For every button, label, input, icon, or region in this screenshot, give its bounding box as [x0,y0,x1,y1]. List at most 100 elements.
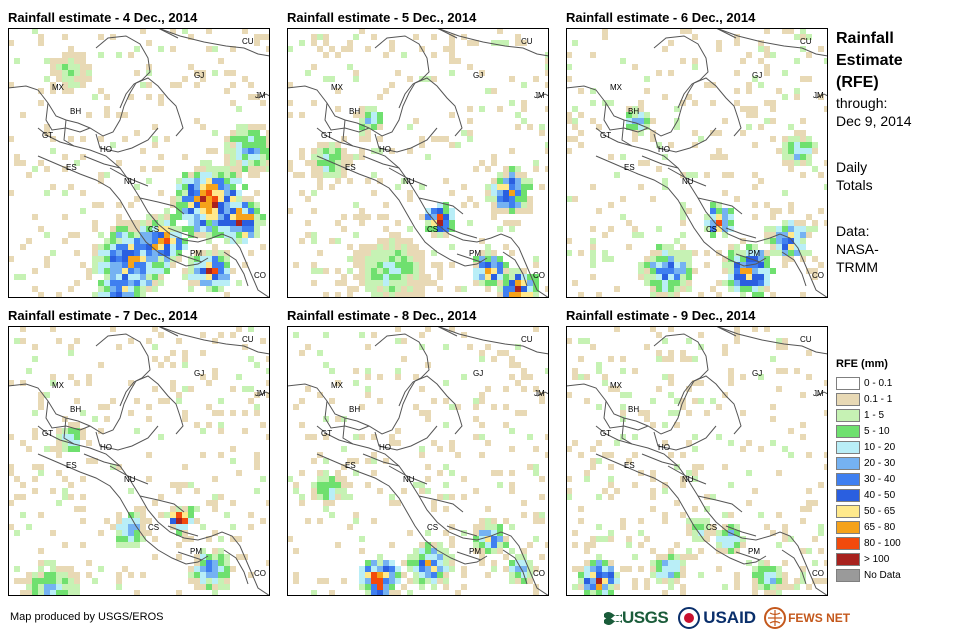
rainfall-cell [377,584,383,590]
rainfall-cell [74,422,80,428]
rainfall-cell [266,142,270,148]
rainfall-cell [806,488,812,494]
rainfall-cell [680,286,686,292]
rainfall-cell [728,536,734,542]
rainfall-cell [668,374,674,380]
rainfall-cell [686,524,692,530]
rainfall-cell [431,262,437,268]
rainfall-cell [266,34,270,40]
map-credit: Map produced by USGS/EROS [10,611,164,623]
coastline-path [342,417,354,445]
legend-swatch [836,408,860,422]
rainfall-cell [533,262,539,268]
rainfall-cell [521,560,527,566]
rainfall-cell [104,94,110,100]
legend-swatch [836,536,860,550]
rainfall-cell [662,356,668,362]
rainfall-cell [230,130,236,136]
rainfall-cell [503,292,509,298]
rainfall-cell [218,280,224,286]
rainfall-cell [479,452,485,458]
rainfall-cell [218,554,224,560]
rainfall-cell [329,154,335,160]
rainfall-cell [515,274,521,280]
rainfall-cell [614,326,620,332]
rainfall-cell [305,386,311,392]
rainfall-cell [116,344,122,350]
rainfall-cell [638,274,644,280]
rainfall-cell [122,232,128,238]
rainfall-cell [260,124,266,130]
rainfall-cell [248,512,254,518]
rainfall-cell [734,70,740,76]
rainfall-cell [503,196,509,202]
rainfall-cell [710,398,716,404]
rainfall-cell [194,256,200,262]
rainfall-cell [242,232,248,238]
rainfall-cell [632,232,638,238]
rainfall-cell [299,112,305,118]
rainfall-cell [152,226,158,232]
rainfall-cell [176,482,182,488]
coastline-path [653,333,709,407]
rainfall-cell [56,76,62,82]
rainfall-cell [413,548,419,554]
rainfall-cell [377,398,383,404]
rainfall-grid [287,326,549,596]
rainfall-cell [224,232,230,238]
rainfall-cell [218,196,224,202]
coastline-path [374,35,430,109]
rainfall-cell [650,476,656,482]
rainfall-cell [752,244,758,250]
rainfall-cell [539,392,545,398]
rainfall-cell [734,524,740,530]
rainfall-cell [449,214,455,220]
rainfall-cell [38,590,44,596]
rainfall-cell [128,410,134,416]
rainfall-cell [152,262,158,268]
rainfall-cell [602,578,608,584]
rainfall-cell [776,470,782,476]
rainfall-cell [110,274,116,280]
rainfall-cell [584,374,590,380]
rainfall-cell [311,488,317,494]
rainfall-cell [8,82,14,88]
rainfall-cell [407,274,413,280]
rainfall-cell [620,524,626,530]
rainfall-cell [212,46,218,52]
rainfall-cell [680,404,686,410]
rainfall-cell [650,326,656,332]
rainfall-cell [122,524,128,530]
rainfall-cell [425,464,431,470]
rainfall-cell [176,530,182,536]
rainfall-cell [650,286,656,292]
rainfall-cell [242,344,248,350]
rainfall-cell [38,578,44,584]
rainfall-cell [188,34,194,40]
rainfall-cell [194,578,200,584]
coastline-path [667,167,707,187]
rainfall-cell [419,142,425,148]
rainfall-cell [479,356,485,362]
rainfall-cell [230,70,236,76]
rainfall-cell [230,160,236,166]
legend-swatch [836,520,860,534]
rainfall-cell [182,410,188,416]
rainfall-cell [572,118,578,124]
rainfall-cell [353,214,359,220]
coastline-path [603,400,649,431]
rainfall-cell [578,374,584,380]
rainfall-cell [764,560,770,566]
rainfall-cell [515,286,521,292]
rainfall-cell [443,208,449,214]
rainfall-cell [260,214,266,220]
rainfall-cell [230,178,236,184]
coastline-path [653,127,717,153]
rainfall-cell [473,416,479,422]
rainfall-cell [212,554,218,560]
rainfall-cell [140,512,146,518]
rainfall-cell [194,118,200,124]
rainfall-cell [734,250,740,256]
rainfall-cell [776,238,782,244]
rainfall-cell [776,368,782,374]
